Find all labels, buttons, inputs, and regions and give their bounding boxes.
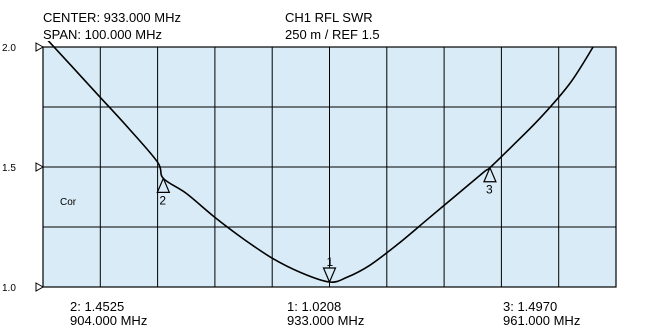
- marker-1-label: 1: [327, 255, 334, 269]
- y-tick-label: 1.0: [2, 283, 16, 294]
- y-tick-marker: [35, 162, 45, 172]
- correction-annotation: Cor: [60, 197, 77, 208]
- marker-3-frequency: 961.000 MHz: [503, 313, 581, 328]
- y-axis: 2.0 1.5 1.0: [2, 42, 45, 294]
- marker-3: 3: [483, 166, 497, 197]
- marker-3-label: 3: [486, 183, 493, 197]
- marker-2-symbol: [156, 176, 171, 193]
- grid: [43, 47, 616, 287]
- marker-2: 2: [156, 176, 171, 207]
- y-tick-marker: [35, 282, 45, 292]
- marker-1: 1: [322, 255, 337, 284]
- marker-3-symbol: [483, 166, 497, 183]
- marker-1-symbol: [322, 267, 337, 284]
- markers: 2 1 3: [156, 166, 497, 284]
- marker-2-label: 2: [159, 193, 166, 207]
- marker-3-value: 3: 1.4970: [503, 299, 558, 314]
- marker-1-frequency: 933.000 MHz: [287, 313, 365, 328]
- y-tick-label: 1.5: [2, 163, 16, 174]
- marker-2-value: 2: 1.4525: [70, 299, 125, 314]
- scale-reference: 250 m / REF 1.5: [285, 27, 380, 42]
- center-frequency: CENTER: 933.000 MHz: [43, 10, 181, 25]
- marker-2-frequency: 904.000 MHz: [70, 313, 148, 328]
- y-tick-label: 2.0: [2, 43, 16, 54]
- marker-1-value: 1: 1.0208: [287, 299, 342, 314]
- span: SPAN: 100.000 MHz: [43, 27, 162, 42]
- y-tick-marker: [35, 42, 45, 52]
- channel-format: CH1 RFL SWR: [285, 10, 373, 25]
